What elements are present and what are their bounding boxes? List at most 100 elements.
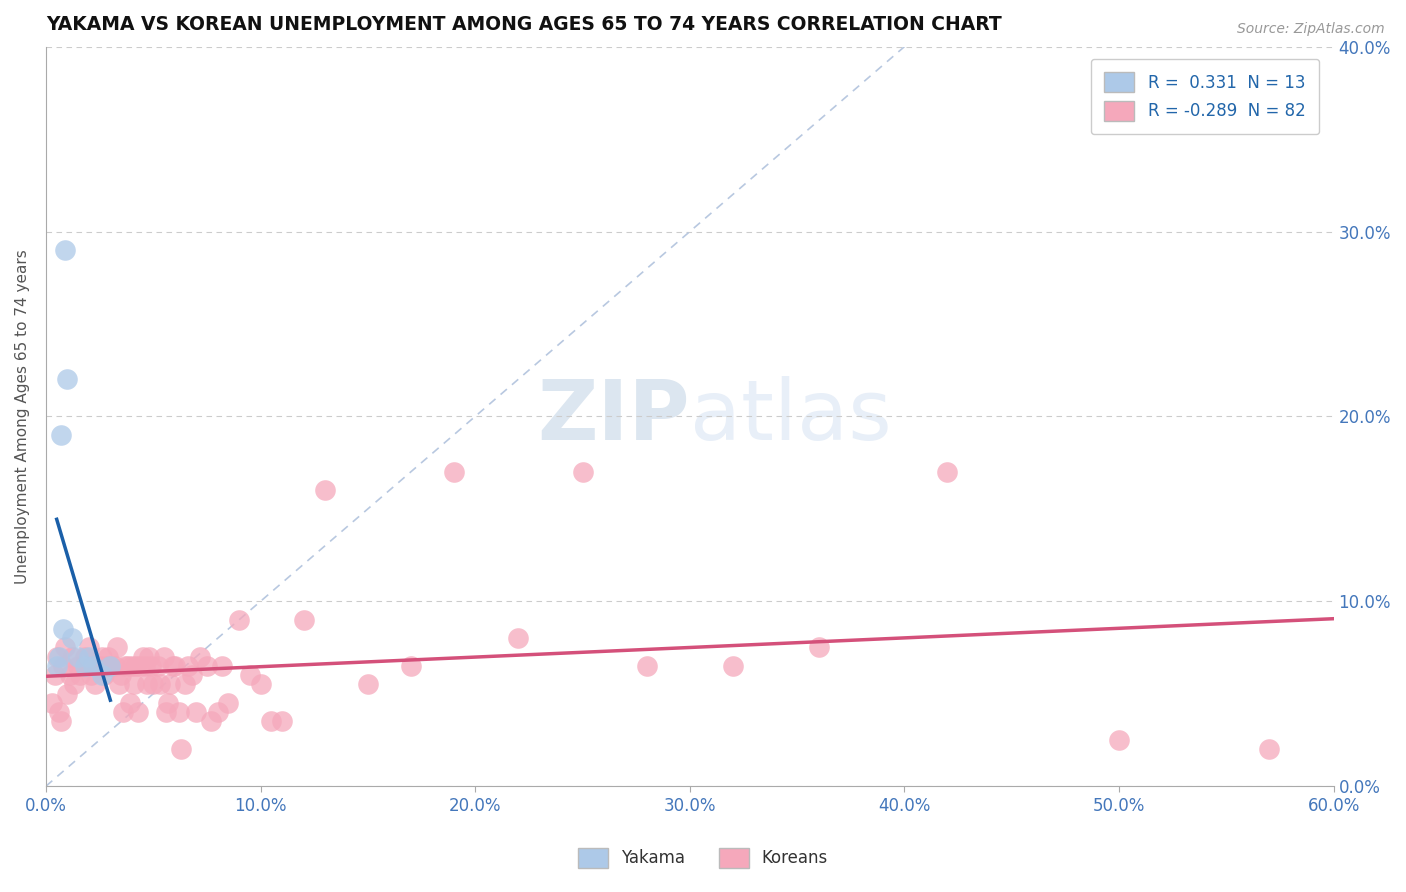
Text: atlas: atlas	[690, 376, 891, 457]
Point	[508, 632, 530, 646]
Point	[131, 649, 153, 664]
Point	[73, 649, 96, 664]
Point	[104, 659, 127, 673]
Point	[162, 659, 184, 673]
Point	[721, 659, 744, 673]
Point	[114, 659, 136, 673]
Text: Source: ZipAtlas.com: Source: ZipAtlas.com	[1237, 22, 1385, 37]
Legend: Yakama, Koreans: Yakama, Koreans	[571, 841, 835, 875]
Point	[53, 243, 76, 257]
Point	[217, 696, 239, 710]
Point	[146, 659, 169, 673]
Point	[142, 677, 165, 691]
Point	[211, 659, 233, 673]
Point	[41, 696, 63, 710]
Point	[121, 659, 143, 673]
Point	[571, 465, 593, 479]
Point	[49, 428, 72, 442]
Y-axis label: Unemployment Among Ages 65 to 74 years: Unemployment Among Ages 65 to 74 years	[15, 249, 30, 583]
Point	[80, 668, 103, 682]
Point	[167, 705, 190, 719]
Point	[1258, 742, 1281, 756]
Point	[170, 742, 193, 756]
Point	[98, 659, 121, 673]
Point	[190, 649, 212, 664]
Point	[56, 687, 79, 701]
Point	[53, 640, 76, 655]
Text: ZIP: ZIP	[537, 376, 690, 457]
Point	[112, 705, 135, 719]
Point	[260, 714, 283, 729]
Point	[174, 677, 197, 691]
Point	[60, 649, 83, 664]
Point	[67, 649, 90, 664]
Point	[84, 677, 107, 691]
Point	[90, 668, 112, 682]
Point	[56, 372, 79, 386]
Point	[49, 714, 72, 729]
Point	[163, 659, 186, 673]
Point	[1108, 733, 1130, 747]
Point	[207, 705, 229, 719]
Point	[105, 640, 128, 655]
Point	[195, 659, 218, 673]
Point	[58, 668, 80, 682]
Point	[399, 659, 422, 673]
Point	[52, 622, 75, 636]
Point	[180, 668, 202, 682]
Point	[48, 649, 70, 664]
Point	[52, 659, 75, 673]
Point	[94, 659, 117, 673]
Point	[98, 659, 121, 673]
Point	[176, 659, 198, 673]
Point	[139, 659, 162, 673]
Point	[117, 659, 139, 673]
Point	[138, 649, 160, 664]
Legend: R =  0.331  N = 13, R = -0.289  N = 82: R = 0.331 N = 13, R = -0.289 N = 82	[1091, 59, 1319, 135]
Point	[82, 659, 104, 673]
Point	[90, 649, 112, 664]
Point	[45, 649, 67, 664]
Point	[186, 705, 208, 719]
Point	[77, 649, 100, 664]
Point	[153, 649, 176, 664]
Point	[93, 668, 115, 682]
Point	[271, 714, 294, 729]
Point	[292, 613, 315, 627]
Point	[134, 659, 156, 673]
Point	[129, 659, 152, 673]
Point	[443, 465, 465, 479]
Point	[97, 649, 120, 664]
Point	[45, 659, 67, 673]
Point	[249, 677, 271, 691]
Point	[69, 668, 91, 682]
Point	[118, 696, 141, 710]
Point	[63, 677, 86, 691]
Point	[636, 659, 658, 673]
Point	[77, 640, 100, 655]
Point	[127, 705, 149, 719]
Point	[228, 613, 250, 627]
Point	[135, 677, 157, 691]
Point	[149, 677, 172, 691]
Point	[157, 696, 180, 710]
Point	[200, 714, 222, 729]
Point	[807, 640, 830, 655]
Point	[60, 632, 83, 646]
Point	[44, 668, 66, 682]
Point	[108, 677, 131, 691]
Point	[357, 677, 380, 691]
Point	[936, 465, 959, 479]
Point	[314, 483, 336, 498]
Point	[125, 659, 148, 673]
Text: YAKAMA VS KOREAN UNEMPLOYMENT AMONG AGES 65 TO 74 YEARS CORRELATION CHART: YAKAMA VS KOREAN UNEMPLOYMENT AMONG AGES…	[46, 15, 1001, 34]
Point	[73, 659, 96, 673]
Point	[82, 659, 104, 673]
Point	[122, 677, 145, 691]
Point	[67, 659, 90, 673]
Point	[89, 659, 111, 673]
Point	[239, 668, 262, 682]
Point	[76, 659, 98, 673]
Point	[155, 705, 177, 719]
Point	[48, 705, 70, 719]
